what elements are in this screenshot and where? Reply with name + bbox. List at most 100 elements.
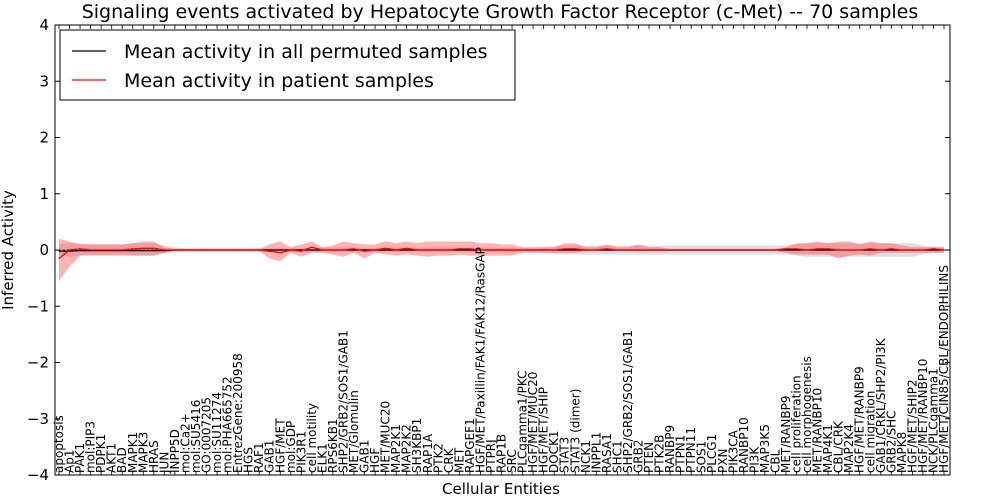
point-patient [448, 249, 450, 251]
point-patient [279, 252, 281, 254]
x-tick-label: RAP1A [421, 433, 435, 473]
x-tick-label: SOS1 [695, 441, 709, 473]
point-patient [406, 247, 408, 249]
point-patient [553, 249, 555, 251]
point-patient [690, 249, 692, 251]
point-patient [806, 249, 808, 251]
point-permuted [827, 249, 829, 251]
point-patient [469, 248, 471, 250]
point-patient [701, 249, 703, 251]
point-patient [479, 249, 482, 251]
point-permuted [816, 249, 819, 251]
y-tick-label: 0 [39, 241, 49, 259]
x-tick-label: apoptosis [52, 415, 66, 473]
point-patient [269, 250, 271, 252]
point-patient [785, 248, 787, 250]
point-permuted [353, 249, 355, 251]
x-tick-label: AKT1 [105, 443, 119, 473]
x-tick-label: GRB2 [631, 439, 645, 473]
point-patient [595, 249, 597, 251]
x-tick-label: mol:Ca2+ [178, 413, 192, 473]
point-patient [363, 250, 366, 252]
x-tick-label: MAP2K1 [389, 424, 403, 473]
point-patient [353, 248, 355, 250]
x-tick-label: PIK3CA [726, 429, 740, 473]
x-tick-label: cell morphogenesis [800, 356, 814, 473]
chart-title: Signaling events activated by Hepatocyte… [82, 1, 919, 23]
point-permuted [574, 249, 576, 251]
x-tick-label: STAT3 [558, 437, 572, 473]
point-patient [648, 249, 650, 251]
x-tick-label: SHC1 [610, 440, 624, 473]
point-patient [195, 249, 197, 251]
point-patient [869, 248, 871, 250]
x-tick-label: cell proliferation [790, 375, 804, 473]
x-tick-label: HGF/MET/SHIP [537, 387, 551, 473]
point-patient [395, 249, 397, 251]
point-permuted [79, 249, 81, 252]
x-tick-label: PTEN [642, 442, 656, 473]
x-tick-label: Ap1 [63, 450, 77, 473]
legend-label-permuted: Mean activity in all permuted samples [124, 41, 487, 63]
legend: Mean activity in all permuted samples Me… [59, 29, 516, 101]
x-tick-label: MET/RANBP10 [811, 388, 825, 473]
x-tick-label: PIK3R1 [294, 431, 308, 473]
point-patient [332, 249, 334, 251]
point-patient [606, 248, 608, 250]
point-patient [342, 249, 345, 251]
point-patient [616, 249, 618, 251]
point-patient [237, 249, 239, 251]
x-tick-label: MAP3K5 [758, 424, 772, 473]
x-tick-label: NCK/PLCgamma1 [926, 368, 940, 473]
x-tick-label: SRC [505, 449, 519, 473]
x-tick-label: cell migration [863, 391, 877, 473]
legend-frame [59, 29, 516, 101]
x-tick-label: PXN [716, 449, 730, 473]
x-tick-label: RANBP9 [663, 425, 677, 473]
x-tick-label: INPPL1 [589, 432, 603, 473]
y-tick-label: −4 [27, 466, 49, 484]
x-tick-label: GAB1 [263, 440, 277, 473]
x-tick-label: JUN [157, 452, 171, 474]
x-tick-label: MAP4K1 [821, 424, 835, 473]
y-tick-label: −1 [27, 297, 49, 315]
x-tick-label: STAT3 (dimer) [568, 389, 582, 473]
point-patient [848, 249, 850, 251]
point-patient [58, 257, 60, 260]
point-patient [68, 249, 71, 251]
x-tick-label: PTK2B [653, 435, 667, 473]
point-patient [500, 249, 503, 251]
x-tick-label: CRK [442, 447, 456, 473]
x-tick-label: HGF/MET/CIN85/CBL/ENDOPHILINS [937, 265, 951, 473]
x-tick-label: SH3KBP1 [410, 418, 424, 473]
point-patient [290, 249, 292, 251]
y-tick-label: 2 [39, 129, 49, 147]
point-patient [216, 249, 218, 251]
x-tick-label: HGF/MET/RANBP10 [916, 359, 930, 473]
x-tick-label: RAP1B [495, 434, 509, 473]
point-permuted [300, 249, 302, 251]
point-permuted [795, 249, 798, 251]
point-permuted [311, 249, 313, 251]
band-patient [59, 238, 944, 281]
point-permuted [785, 249, 787, 251]
point-patient [121, 249, 123, 251]
point-patient [637, 249, 640, 251]
x-tick-label: MET/RANBP9 [779, 396, 793, 473]
point-patient [511, 249, 513, 251]
point-patient [374, 249, 376, 251]
x-tick-label: cell motility [305, 403, 319, 473]
point-patient [564, 248, 566, 250]
x-tick-label: ELK1 [315, 443, 329, 473]
x-tick-label: SHP2/GRB2/SOS1/GAB1 [336, 330, 350, 473]
point-patient [943, 249, 945, 251]
point-patient [922, 249, 924, 251]
point-patient [132, 248, 134, 250]
point-permuted [279, 249, 281, 251]
x-axis: apoptosisAp1PAK1mol:PIP3PDPK1AKT1BADMAPK… [52, 25, 951, 475]
point-patient [100, 249, 102, 251]
point-permuted [458, 249, 460, 251]
point-patient [859, 249, 861, 251]
y-tick-label: 3 [39, 72, 49, 90]
x-tick-label: HGF/MET [273, 418, 287, 473]
